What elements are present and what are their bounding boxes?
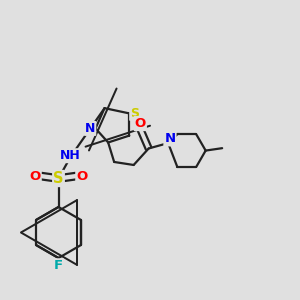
Text: O: O (29, 169, 41, 183)
Text: O: O (135, 117, 146, 130)
Text: S: S (53, 171, 64, 186)
Text: F: F (54, 259, 63, 272)
Text: N: N (164, 132, 175, 146)
Text: NH: NH (60, 149, 81, 162)
Text: N: N (85, 122, 95, 135)
Text: S: S (130, 107, 139, 120)
Text: O: O (76, 169, 88, 183)
